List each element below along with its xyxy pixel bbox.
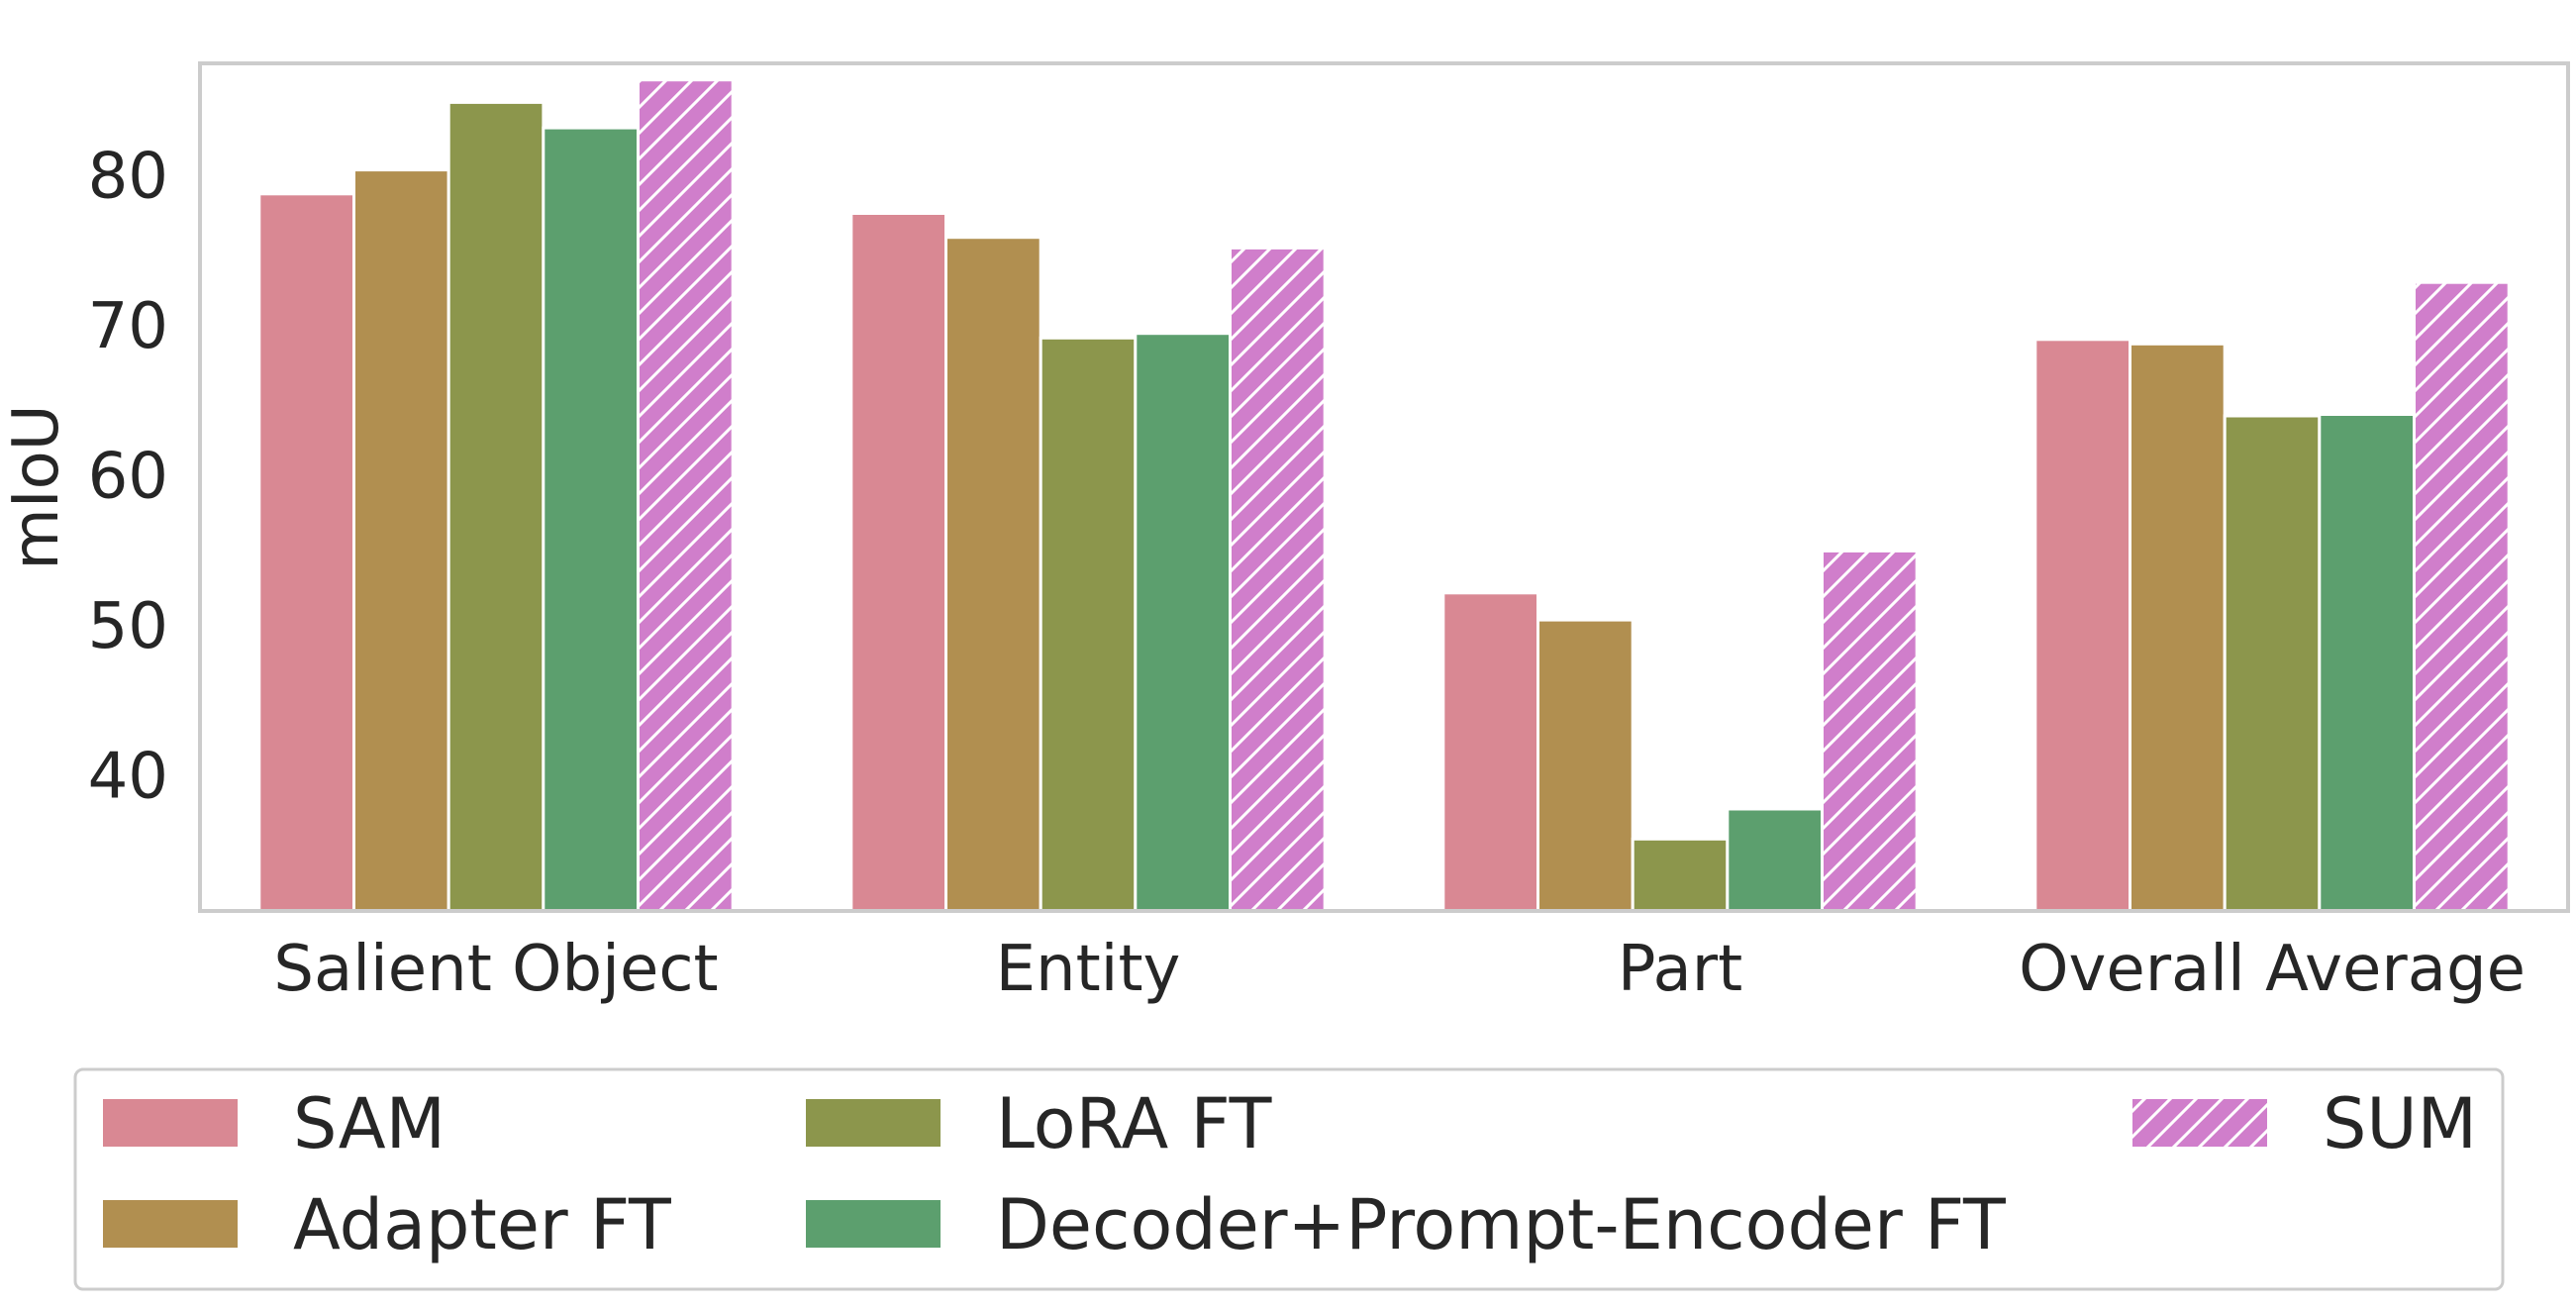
legend-item-sam: SAM	[103, 1083, 446, 1164]
legend: SAM Adapter FT LoRA FT Decoder+Prompt-Encod…	[73, 1067, 2505, 1291]
x-tick-label: Overall Average	[2019, 933, 2526, 1006]
bar-lora-ft-overall-average	[2223, 414, 2322, 913]
legend-swatch	[806, 1200, 941, 1248]
bar-sam-salient-object	[257, 192, 355, 913]
legend-swatch	[103, 1200, 238, 1248]
bar-lora-ft-part	[1631, 837, 1730, 913]
bar-adapter-ft-overall-average	[2129, 342, 2227, 913]
bar-sum-entity	[1229, 246, 1327, 913]
legend-item-sum: SUM	[2132, 1083, 2477, 1164]
y-tick-label: 40	[88, 741, 168, 814]
bar-sum-overall-average	[2413, 280, 2511, 913]
plot-frame	[198, 61, 2570, 913]
bar-lora-ft-salient-object	[446, 100, 545, 913]
bar-decoder-prompt-encoder-ft-overall-average	[2318, 413, 2417, 913]
bar-decoder-prompt-encoder-ft-salient-object	[542, 126, 640, 913]
legend-item-decoder-prompt-encoder-ft: Decoder+Prompt-Encoder FT	[806, 1184, 2006, 1265]
bar-sam-overall-average	[2033, 338, 2132, 913]
bar-adapter-ft-salient-object	[352, 168, 450, 913]
y-tick-label: 50	[88, 590, 168, 663]
bar-sum-salient-object	[637, 78, 735, 913]
bar-sam-part	[1441, 591, 1540, 913]
bar-adapter-ft-part	[1536, 618, 1635, 913]
legend-item-lora-ft: LoRA FT	[806, 1083, 1272, 1164]
bar-sum-part	[1821, 549, 1919, 913]
legend-label: Decoder+Prompt-Encoder FT	[996, 1184, 2006, 1265]
bar-decoder-prompt-encoder-ft-entity	[1134, 332, 1233, 913]
x-tick-label: Salient Object	[273, 933, 718, 1006]
bar-lora-ft-entity	[1039, 336, 1138, 913]
bars-layer	[257, 78, 2511, 913]
legend-swatch	[103, 1099, 238, 1147]
y-tick-label: 70	[88, 290, 168, 363]
legend-item-adapter-ft: Adapter FT	[103, 1184, 671, 1265]
y-tick-label: 60	[88, 441, 168, 514]
legend-label: SAM	[293, 1083, 446, 1164]
y-tick-label: 80	[88, 141, 168, 214]
legend-label: LoRA FT	[996, 1083, 1272, 1164]
legend-label: SUM	[2323, 1083, 2477, 1164]
bar-sam-entity	[849, 212, 947, 913]
legend-frame	[73, 1067, 2505, 1291]
y-axis-label: mIoU	[0, 404, 73, 569]
legend-swatch	[806, 1099, 941, 1147]
x-tick-label: Part	[1618, 933, 1742, 1006]
bar-decoder-prompt-encoder-ft-part	[1726, 807, 1825, 913]
x-tick-label: Entity	[996, 933, 1181, 1006]
legend-swatch	[2132, 1099, 2267, 1147]
bar-adapter-ft-entity	[944, 236, 1042, 913]
x-tick-labels: Salient Object Entity Part Overall Average	[273, 933, 2526, 1006]
legend-label: Adapter FT	[293, 1184, 671, 1265]
y-ticks: 40 50 60 70 80	[88, 141, 168, 814]
